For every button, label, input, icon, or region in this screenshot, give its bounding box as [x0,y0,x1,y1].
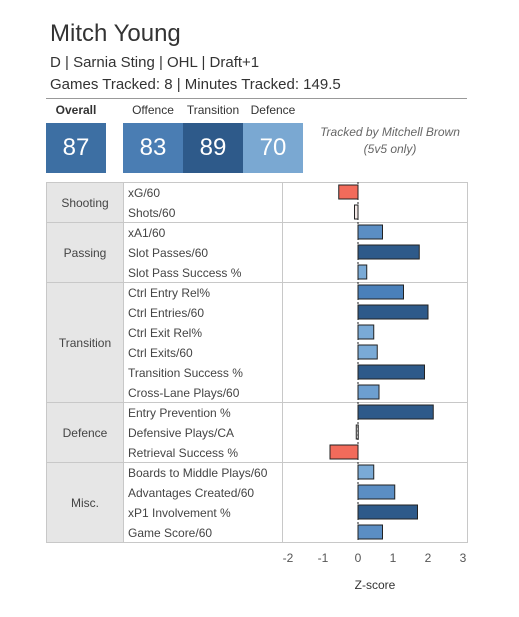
tracked-by-note: Tracked by Mitchell Brown (5v5 only) [300,124,480,158]
tracked-by-scope: (5v5 only) [363,142,417,156]
defence-label: Defence [250,103,296,117]
metric-label: Defensive Plays/CA [128,426,235,440]
tracked-by-text: Tracked by Mitchell Brown [320,125,460,139]
category-shooting: Shooting [47,183,123,223]
metric-label: Advantages Created/60 [128,486,255,500]
bar-shots-60 [354,204,359,220]
header-divider [46,98,467,99]
overall-label: Overall [55,103,97,117]
x-axis-title: Z-score [354,578,396,592]
group-separator [47,462,467,463]
bar-entry-prevention- [357,404,434,420]
bar-ctrl-entry-rel- [357,284,404,300]
metric-label: Entry Prevention % [128,406,231,420]
group-separator [47,402,467,403]
bar-xg-60 [338,184,359,200]
bar-slot-pass-success- [357,264,368,280]
x-tick-label: 2 [425,551,432,565]
metrics-table: Shooting xG/60 Shots/60 Passing xA1/60 Slot P… [46,182,468,543]
bar-transition-success- [357,364,425,380]
bar-slot-passes-60 [357,244,420,260]
bar-cross-lane-plays-60 [357,384,380,400]
x-tick-label: 1 [390,551,397,565]
metric-label: Retrieval Success % [128,446,239,460]
overall-score: 87 [46,123,106,173]
metric-label: Ctrl Exits/60 [128,346,193,360]
category-misc: Misc. [47,463,123,543]
bar-advantages-created-60 [357,484,396,500]
metric-label: Slot Pass Success % [128,266,242,280]
x-tick-label: -2 [283,551,294,565]
metric-label: xG/60 [128,186,161,200]
group-separator [47,282,467,283]
metric-label: Game Score/60 [128,526,213,540]
player-name: Mitch Young [50,20,181,47]
metric-label: xA1/60 [128,226,166,240]
bar-retrieval-success- [329,444,359,460]
bar-boards-to-middle-plays-60 [357,464,375,480]
category-defence: Defence [47,403,123,463]
group-separator [47,222,467,223]
metric-label: Shots/60 [128,206,176,220]
offence-score: 83 [123,123,183,173]
metric-label: Ctrl Entry Rel% [128,286,211,300]
x-tick-label: 3 [460,551,467,565]
metric-label: Cross-Lane Plays/60 [128,386,240,400]
bar-ctrl-entries-60 [357,304,429,320]
bar-ctrl-exit-rel- [357,324,375,340]
transition-score: 89 [183,123,243,173]
player-info: D | Sarnia Sting | OHL | Draft+1 [50,54,260,71]
metric-label: Boards to Middle Plays/60 [128,466,268,480]
category-passing: Passing [47,223,123,283]
transition-label: Transition [186,103,240,117]
bar-game-score-60 [357,524,383,540]
x-tick-label: -1 [318,551,329,565]
metric-label: Ctrl Exit Rel% [128,326,203,340]
metric-label: xP1 Involvement % [128,506,231,520]
category-divider [123,183,124,542]
metric-label: Slot Passes/60 [128,246,209,260]
metric-label: Ctrl Entries/60 [128,306,205,320]
bar-xp1-involvement- [357,504,418,520]
metric-label: Transition Success % [128,366,243,380]
defence-score: 70 [243,123,303,173]
x-tick-label: 0 [355,551,362,565]
bar-xa1-60 [357,224,383,240]
bar-ctrl-exits-60 [357,344,378,360]
chart-divider [282,183,283,542]
games-tracked: Games Tracked: 8 | Minutes Tracked: 149.… [50,76,341,93]
offence-label: Offence [132,103,174,117]
